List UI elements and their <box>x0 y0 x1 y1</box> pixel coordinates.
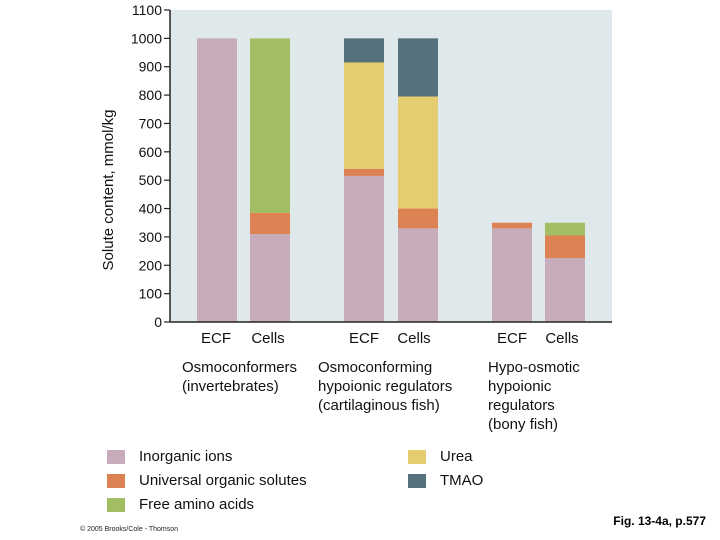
bar-segment-inorganic-ions-0 <box>197 38 237 322</box>
legend-label-universal-organic-solutes: Universal organic solutes <box>139 472 307 489</box>
bar-segment-universal-organic-solutes-3 <box>398 208 438 229</box>
legend-item-tmao: TMAO <box>408 472 483 489</box>
bar-segment-tmao-2 <box>344 38 384 63</box>
legend-label-free-amino-acids: Free amino acids <box>139 496 255 513</box>
y-tick-label-700: 700 <box>139 115 163 131</box>
bar-segment-free-amino-acids-5 <box>545 222 585 236</box>
y-tick-label-200: 200 <box>139 257 163 273</box>
bar-segment-universal-organic-solutes-5 <box>545 235 585 259</box>
group-label-2: Hypo-osmotic hypoionic regulators (bony … <box>488 359 580 433</box>
x-category-label-1: Cells <box>251 330 284 347</box>
bar-segment-urea-2 <box>344 62 384 169</box>
x-category-label-3: Cells <box>397 330 430 347</box>
bar-segment-universal-organic-solutes-2 <box>344 168 384 176</box>
bar-segment-tmao-3 <box>398 38 438 97</box>
bar-segment-inorganic-ions-4 <box>492 228 532 322</box>
x-category-label-2: ECF <box>349 330 379 347</box>
legend-label-inorganic-ions: Inorganic ions <box>139 448 233 465</box>
legend-item-universal-organic-solutes: Universal organic solutes <box>107 472 307 489</box>
bar-segment-free-amino-acids-1 <box>250 38 290 213</box>
y-tick-label-800: 800 <box>139 87 163 103</box>
y-tick-label-1100: 1100 <box>132 2 162 18</box>
y-tick-label-600: 600 <box>139 144 163 160</box>
y-tick-label-0: 0 <box>154 314 162 330</box>
legend-swatch-urea <box>408 449 426 464</box>
legend-label-urea: Urea <box>440 448 473 465</box>
y-axis-label: Solute content, mmol/kg <box>100 110 117 271</box>
bar-segment-inorganic-ions-3 <box>398 228 438 322</box>
legend-label-tmao: TMAO <box>440 472 484 489</box>
legend-item-free-amino-acids: Free amino acids <box>107 496 254 513</box>
y-tick-label-400: 400 <box>139 201 163 217</box>
y-tick-label-1000: 1000 <box>131 30 162 46</box>
legend-swatch-free-amino-acids <box>107 497 125 512</box>
axis-layer: 0 100 200 300 400 500 600 700 800 900 1000 1100 ECF C… <box>131 2 612 347</box>
legend-swatch-universal-organic-solutes <box>107 473 125 488</box>
y-tick-label-500: 500 <box>139 172 163 188</box>
y-tick-label-300: 300 <box>139 229 163 245</box>
bar-segment-inorganic-ions-1 <box>250 234 290 322</box>
bar-segment-urea-3 <box>398 96 438 209</box>
legend-item-inorganic-ions: Inorganic ions <box>107 448 232 465</box>
legend-swatch-tmao <box>408 473 426 488</box>
group-label-0: Osmoconformers (invertebrates) <box>182 359 298 395</box>
x-category-label-5: Cells <box>545 330 578 347</box>
bar-segment-universal-organic-solutes-1 <box>250 212 290 235</box>
legend-swatch-inorganic-ions <box>107 449 125 464</box>
bar-segment-inorganic-ions-2 <box>344 175 384 322</box>
copyright-text: © 2005 Brooks/Cole - Thomson <box>80 526 179 533</box>
y-tick-label-900: 900 <box>139 59 163 75</box>
bar-segment-inorganic-ions-5 <box>545 258 585 322</box>
group-label-1: Osmoconforming hypoionic regulators (car… <box>318 359 453 414</box>
bars-layer <box>197 38 585 322</box>
legend-item-urea: Urea <box>408 448 473 465</box>
figure-reference: Fig. 13-4a, p.577 <box>613 514 706 528</box>
bar-segment-universal-organic-solutes-4 <box>492 222 532 229</box>
y-tick-label-100: 100 <box>139 286 163 302</box>
x-category-label-0: ECF <box>201 330 231 347</box>
x-category-label-4: ECF <box>497 330 527 347</box>
plot-background <box>170 10 612 322</box>
